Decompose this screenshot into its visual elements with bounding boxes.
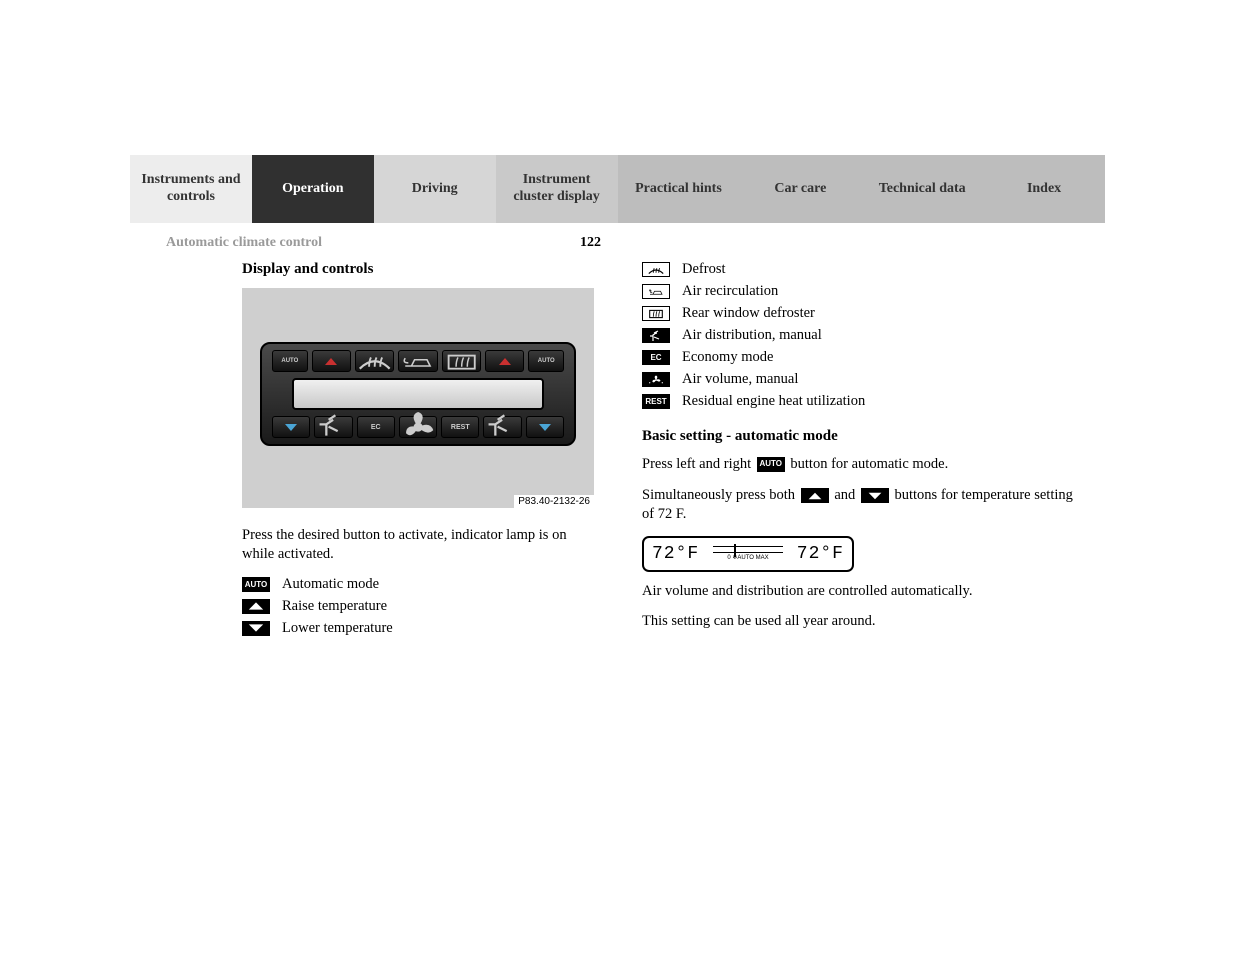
panel-down-left: [272, 416, 310, 438]
left-column: Display and controls AUTO AUTO: [242, 261, 602, 643]
climate-panel-graphic: AUTO AUTO EC REST: [260, 342, 576, 446]
right-heading: Basic setting - automatic mode: [642, 428, 1082, 445]
tab-instrument-cluster[interactable]: Instrument cluster display: [496, 155, 618, 223]
legend-label: Lower temperature: [282, 620, 393, 637]
text-fragment: button for automatic mode.: [787, 456, 948, 472]
panel-down-right: [526, 416, 564, 438]
panel-lcd: [292, 378, 544, 410]
lcd-display-example: 72°F 0 ❄AUTO MAX 72°F: [642, 536, 854, 572]
air-distribution-icon: [642, 328, 670, 343]
panel-top-row: AUTO AUTO: [272, 350, 564, 372]
legend-label: Defrost: [682, 261, 726, 278]
left-intro-text: Press the desired button to activate, in…: [242, 526, 602, 564]
panel-rear-defrost: [442, 350, 481, 372]
panel-recirc: [398, 350, 437, 372]
section-title: Automatic climate control: [166, 235, 322, 251]
auto-icon: AUTO: [242, 577, 270, 592]
content-columns: Display and controls AUTO AUTO: [130, 261, 1105, 643]
legend-label: Automatic mode: [282, 576, 379, 593]
manual-page: Instruments and controls Operation Drivi…: [130, 155, 1105, 643]
rest-icon: REST: [642, 394, 670, 409]
panel-dist-left: [314, 416, 352, 438]
tab-car-care[interactable]: Car care: [739, 155, 861, 223]
arrow-down-icon-inline: [861, 488, 889, 503]
panel-up-left: [312, 350, 351, 372]
rear-defroster-icon: [642, 306, 670, 321]
climate-control-illustration: AUTO AUTO EC REST: [242, 288, 594, 508]
legend-air-distribution: Air distribution, manual: [642, 327, 1082, 344]
legend-lower-temp: Lower temperature: [242, 620, 602, 637]
tab-operation[interactable]: Operation: [252, 155, 374, 223]
legend-auto-mode: AUTO Automatic mode: [242, 576, 602, 593]
panel-up-right: [485, 350, 524, 372]
arrow-down-icon: [242, 621, 270, 636]
economy-icon: EC: [642, 350, 670, 365]
tab-instruments-controls[interactable]: Instruments and controls: [130, 155, 252, 223]
legend-raise-temp: Raise temperature: [242, 598, 602, 615]
legend-air-volume: Air volume, manual: [642, 371, 1082, 388]
legend-economy: EC Economy mode: [642, 349, 1082, 366]
legend-label: Air volume, manual: [682, 371, 798, 388]
arrow-up-icon-inline: [801, 488, 829, 503]
legend-label: Raise temperature: [282, 598, 387, 615]
panel-fan: [399, 416, 437, 438]
tab-index[interactable]: Index: [983, 155, 1105, 223]
defrost-icon: [642, 262, 670, 277]
display-scale: 0 ❄AUTO MAX: [713, 546, 783, 561]
image-reference-code: P83.40-2132-26: [514, 495, 594, 508]
tab-technical-data[interactable]: Technical data: [861, 155, 983, 223]
left-heading: Display and controls: [242, 261, 602, 278]
page-number: 122: [580, 235, 601, 251]
panel-auto-right: AUTO: [528, 350, 564, 372]
tab-driving[interactable]: Driving: [374, 155, 496, 223]
display-temp-right: 72°F: [797, 544, 844, 564]
panel-dist-right: [483, 416, 521, 438]
panel-bottom-row: EC REST: [272, 416, 564, 438]
fan-icon: [642, 372, 670, 387]
right-column: Defrost Air recirculation Rear window de…: [642, 261, 1082, 643]
legend-label: Air distribution, manual: [682, 327, 822, 344]
temp-72-instruction: Simultaneously press both and buttons fo…: [642, 486, 1082, 524]
all-year-note: This setting can be used all year around…: [642, 612, 1082, 631]
panel-defrost: [355, 350, 394, 372]
display-temp-left: 72°F: [652, 544, 699, 564]
panel-ec: EC: [357, 416, 395, 438]
text-fragment: Simultaneously press both: [642, 487, 799, 503]
tab-practical-hints[interactable]: Practical hints: [618, 155, 740, 223]
legend-label: Residual engine heat utilization: [682, 393, 865, 410]
tab-bar: Instruments and controls Operation Drivi…: [130, 155, 1105, 223]
arrow-up-icon: [242, 599, 270, 614]
panel-auto-left: AUTO: [272, 350, 308, 372]
panel-rest: REST: [441, 416, 479, 438]
text-fragment: and: [831, 487, 859, 503]
recirculation-icon: [642, 284, 670, 299]
auto-icon-inline: AUTO: [757, 457, 785, 472]
legend-recirculation: Air recirculation: [642, 283, 1082, 300]
auto-control-note: Air volume and distribution are controll…: [642, 582, 1082, 601]
legend-label: Air recirculation: [682, 283, 778, 300]
page-header: Automatic climate control 122: [130, 235, 1105, 251]
legend-rear-defroster: Rear window defroster: [642, 305, 1082, 322]
legend-residual-heat: REST Residual engine heat utilization: [642, 393, 1082, 410]
legend-label: Rear window defroster: [682, 305, 815, 322]
legend-defrost: Defrost: [642, 261, 1082, 278]
text-fragment: Press left and right: [642, 456, 755, 472]
legend-label: Economy mode: [682, 349, 773, 366]
auto-mode-instruction: Press left and right AUTO button for aut…: [642, 455, 1082, 474]
